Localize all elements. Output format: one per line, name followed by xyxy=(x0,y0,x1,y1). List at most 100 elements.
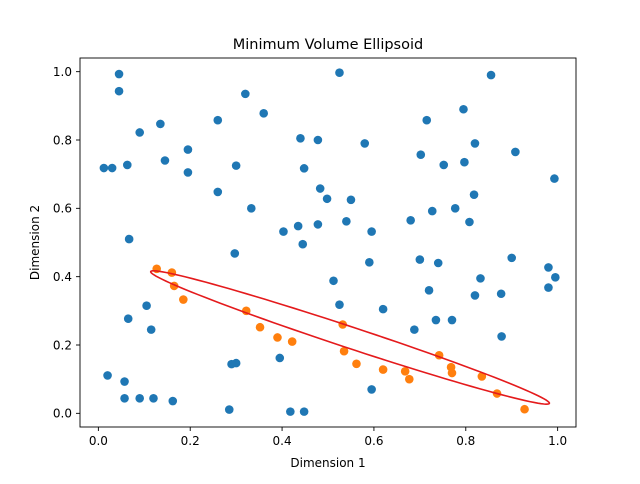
data-point xyxy=(114,86,124,96)
data-point xyxy=(439,160,449,170)
data-point xyxy=(460,157,469,167)
data-point xyxy=(476,274,485,283)
data-point xyxy=(459,104,468,114)
data-point xyxy=(424,286,434,295)
y-axis: 0.0 0.2 0.4 0.6 0.8 1.0 xyxy=(53,65,80,421)
data-point xyxy=(470,139,480,148)
data-point xyxy=(135,128,144,137)
data-point xyxy=(213,115,223,125)
data-point xyxy=(342,217,351,226)
data-point xyxy=(299,164,309,173)
data-point xyxy=(103,371,112,380)
x-tick-label: 0.8 xyxy=(456,434,475,448)
data-point xyxy=(213,187,223,197)
data-point xyxy=(427,206,437,216)
data-point xyxy=(486,70,496,80)
ellipsoid-outline xyxy=(149,270,551,405)
plot-area xyxy=(99,68,560,416)
y-axis-label: Dimension 2 xyxy=(28,205,42,280)
series-ellipsoid-points xyxy=(152,264,529,414)
data-point xyxy=(293,221,303,231)
y-tick-label: 0.6 xyxy=(53,202,72,216)
data-point xyxy=(160,156,170,165)
data-point xyxy=(279,227,288,236)
data-point xyxy=(497,332,506,341)
data-point xyxy=(367,227,376,236)
data-point xyxy=(496,289,506,299)
data-point xyxy=(146,325,156,334)
x-axis-label: Dimension 1 xyxy=(290,456,365,470)
data-point xyxy=(99,163,109,173)
data-point xyxy=(415,255,425,264)
data-point xyxy=(378,365,388,374)
data-point xyxy=(511,147,520,157)
y-tick-label: 0.4 xyxy=(53,270,72,284)
data-point xyxy=(231,161,241,170)
data-point xyxy=(114,69,124,79)
data-point xyxy=(544,283,553,292)
y-tick-label: 1.0 xyxy=(53,65,72,79)
data-point xyxy=(339,346,349,356)
data-point xyxy=(273,333,282,342)
x-tick-label: 0.2 xyxy=(181,434,200,448)
data-point xyxy=(241,89,250,99)
data-point xyxy=(477,372,487,381)
data-point xyxy=(544,263,553,272)
data-point xyxy=(352,359,361,369)
x-tick-label: 0.4 xyxy=(273,434,292,448)
data-point xyxy=(507,253,516,263)
data-point xyxy=(465,217,474,227)
data-point xyxy=(378,304,388,314)
data-point xyxy=(135,394,144,403)
data-point xyxy=(335,68,344,77)
data-point xyxy=(230,249,240,258)
data-point xyxy=(469,190,479,199)
data-point xyxy=(404,374,414,384)
data-point xyxy=(298,239,308,249)
data-point xyxy=(227,359,236,369)
data-point xyxy=(410,325,419,334)
data-point xyxy=(447,315,457,325)
data-point xyxy=(329,276,338,286)
data-point xyxy=(313,135,323,145)
data-point xyxy=(299,407,309,416)
data-point xyxy=(365,258,374,267)
data-point xyxy=(335,300,344,309)
data-point xyxy=(431,315,441,325)
series-all-points xyxy=(99,68,560,416)
chart-title: Minimum Volume Ellipsoid xyxy=(233,37,423,53)
data-point xyxy=(120,377,129,386)
data-point xyxy=(550,174,559,183)
data-point xyxy=(422,115,432,125)
data-point xyxy=(447,368,457,378)
data-point xyxy=(287,337,297,346)
data-point xyxy=(259,109,269,118)
data-point xyxy=(346,195,356,205)
axes-frame xyxy=(79,57,577,428)
data-point xyxy=(142,301,151,311)
data-point xyxy=(360,139,370,148)
data-point xyxy=(255,322,265,332)
data-point xyxy=(520,404,529,414)
y-tick-label: 0.0 xyxy=(53,407,72,421)
x-tick-label: 0.0 xyxy=(89,434,108,448)
x-tick-label: 1.0 xyxy=(548,434,567,448)
x-axis: 0.0 0.2 0.4 0.6 0.8 1.0 xyxy=(89,427,567,448)
data-point xyxy=(156,119,165,129)
data-point xyxy=(183,145,193,154)
data-point xyxy=(224,405,234,414)
data-point xyxy=(183,168,193,177)
data-point xyxy=(107,163,117,173)
y-tick-label: 0.2 xyxy=(53,338,72,352)
data-point xyxy=(120,394,129,403)
data-point xyxy=(247,204,256,213)
data-point xyxy=(179,295,188,304)
data-point xyxy=(296,133,305,143)
y-tick-label: 0.8 xyxy=(53,133,72,147)
data-point xyxy=(367,385,376,394)
data-point xyxy=(168,396,178,406)
data-point xyxy=(406,215,415,225)
data-point xyxy=(275,353,285,363)
